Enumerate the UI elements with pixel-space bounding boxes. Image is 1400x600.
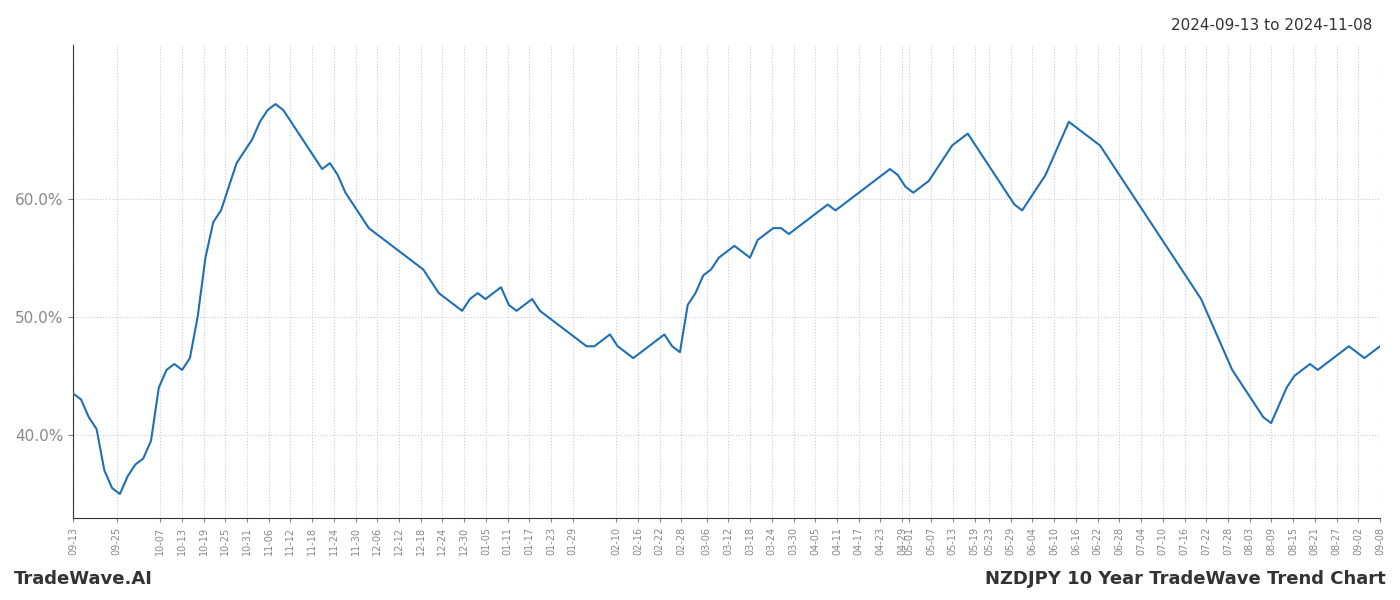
Text: 2024-09-13 to 2024-11-08: 2024-09-13 to 2024-11-08 (1170, 18, 1372, 33)
Text: NZDJPY 10 Year TradeWave Trend Chart: NZDJPY 10 Year TradeWave Trend Chart (986, 570, 1386, 588)
Text: TradeWave.AI: TradeWave.AI (14, 570, 153, 588)
